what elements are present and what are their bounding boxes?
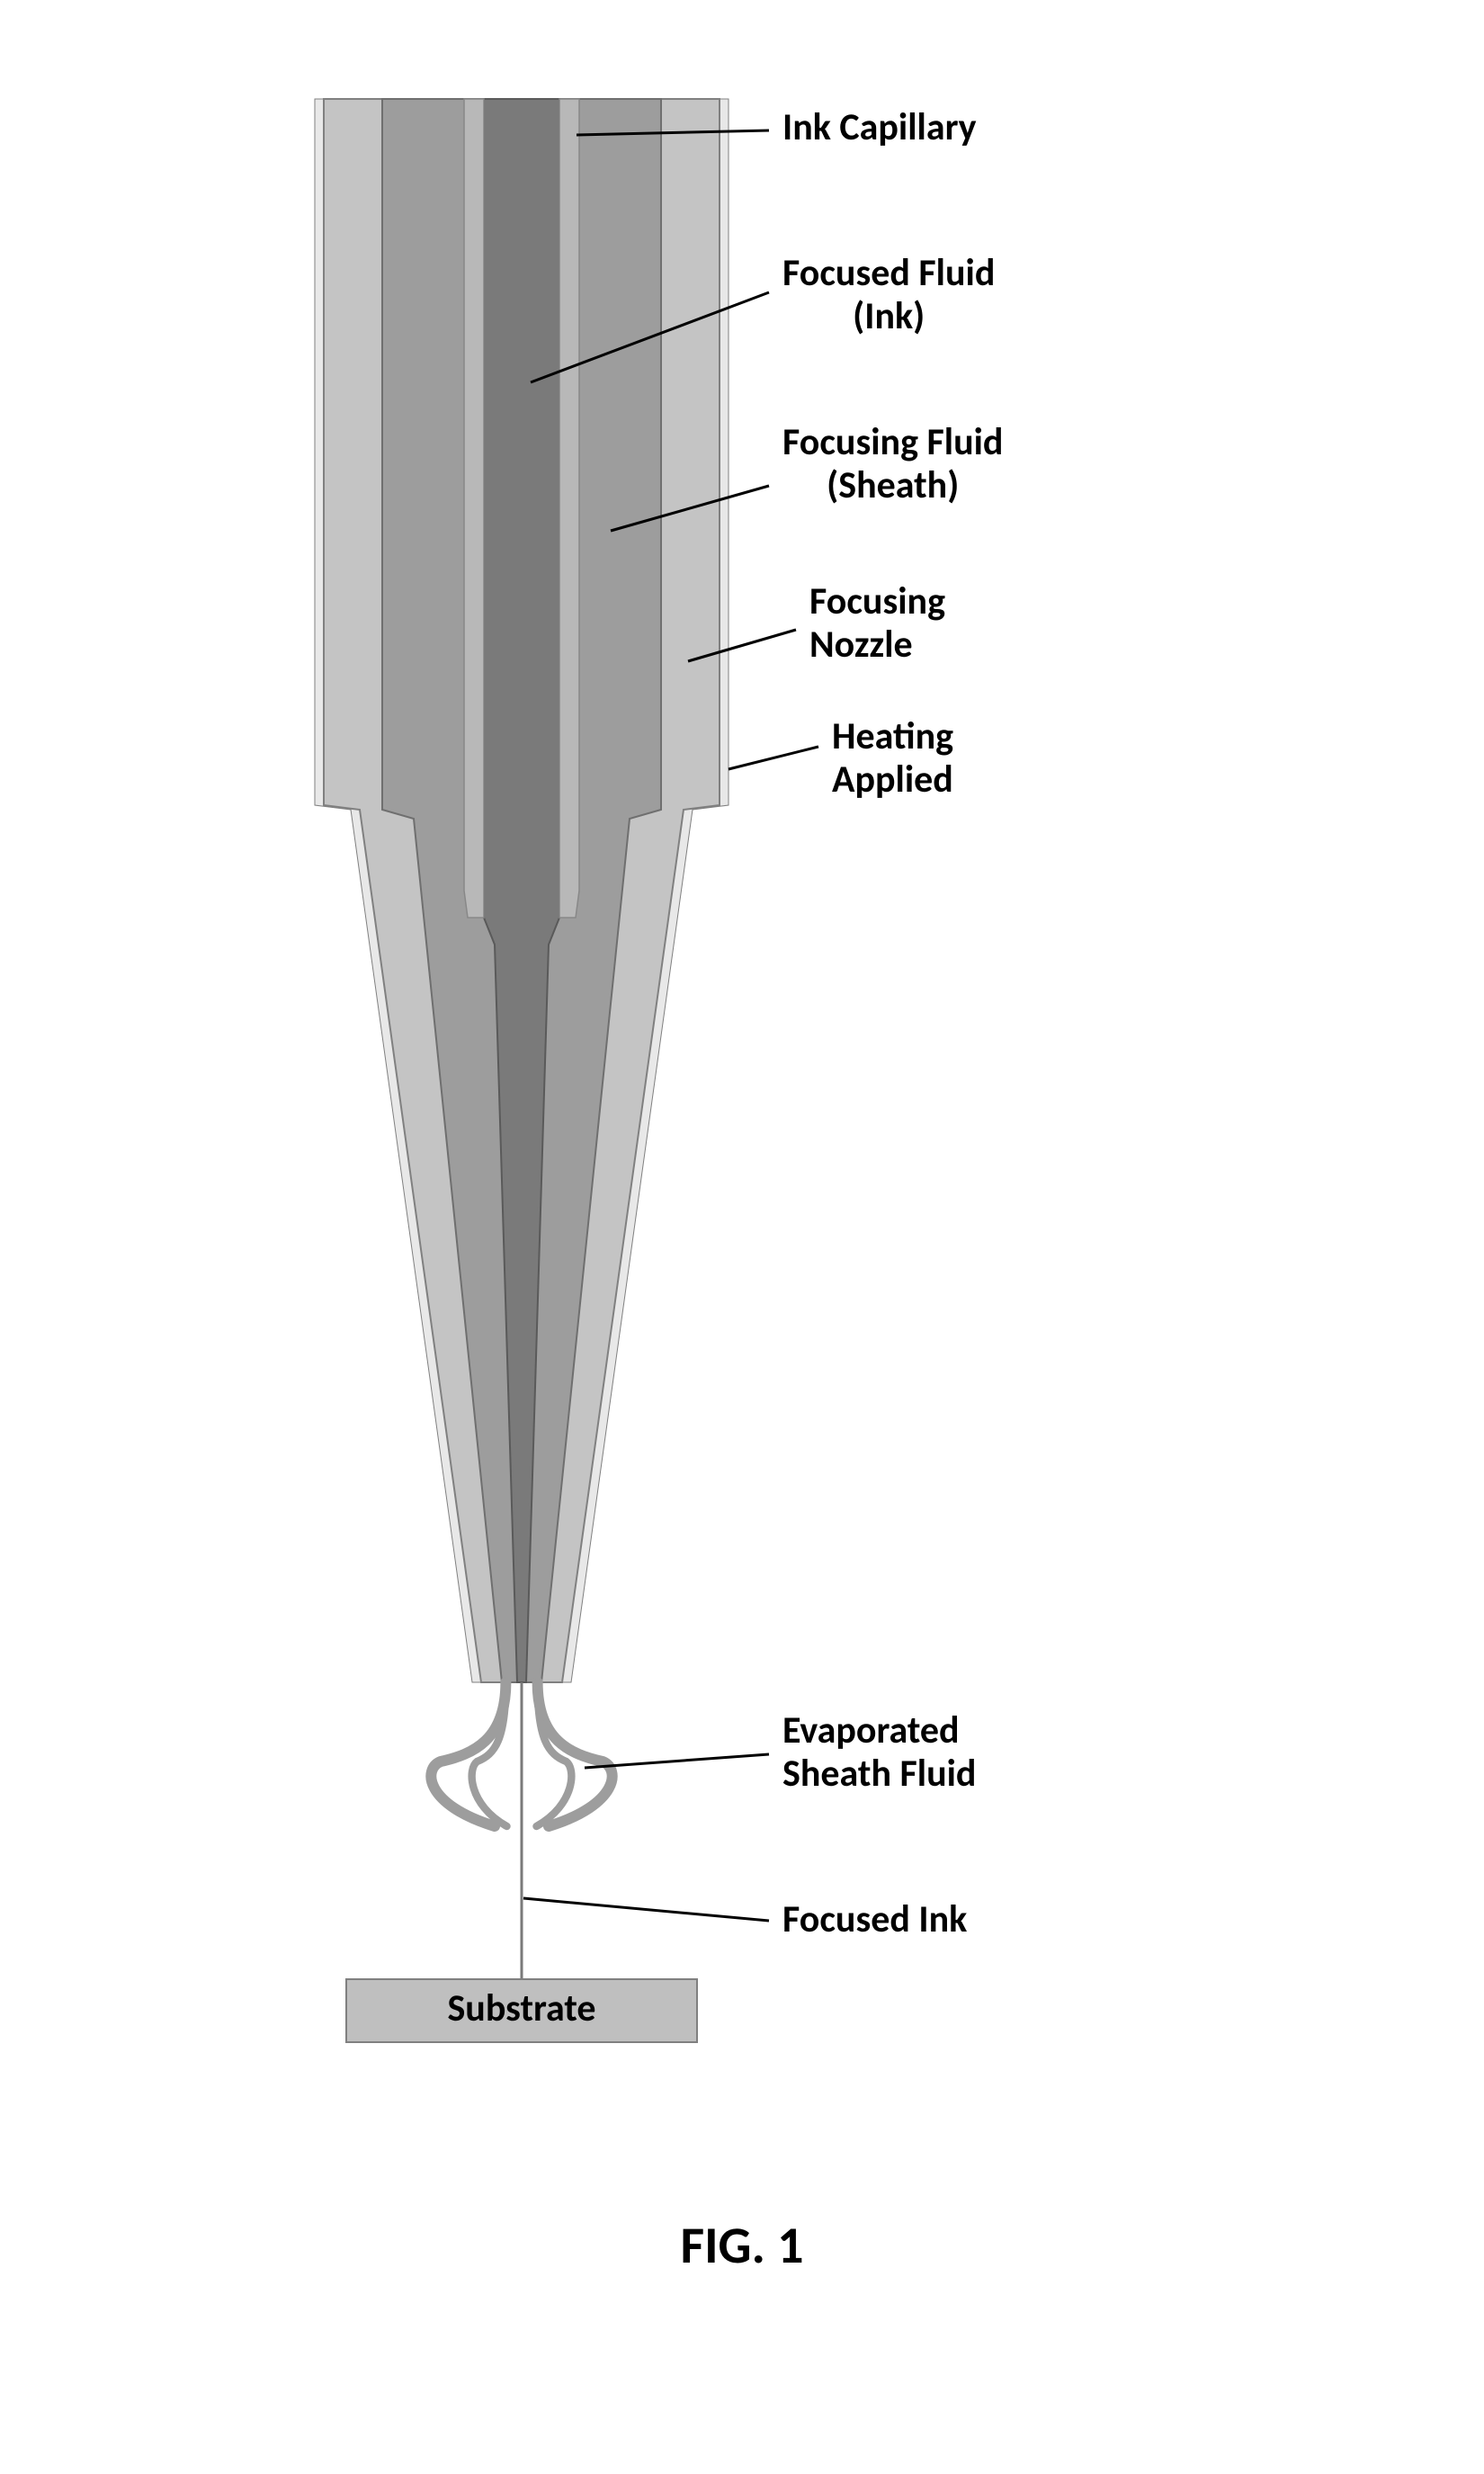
label-text: Applied: [832, 757, 953, 802]
figure-container: Ink Capillary Focused Fluid (Ink) Focusi…: [0, 0, 1484, 2474]
label-text: Sheath Fluid: [782, 1751, 976, 1797]
label-focusing-nozzle: Focusing Nozzle: [809, 580, 945, 668]
label-text: Evaporated: [782, 1708, 960, 1753]
ink-capillary-wall-left: [464, 99, 484, 918]
evaporated-sheath-curve: [472, 1682, 507, 1826]
label-ink-capillary: Ink Capillary: [782, 106, 977, 149]
evaporated-sheath-curve: [431, 1682, 505, 1826]
label-text: Focusing: [809, 578, 945, 624]
leader-focused-ink: [523, 1898, 769, 1921]
label-text: Substrate: [447, 1985, 595, 2031]
label-focused-ink: Focused Ink: [782, 1898, 967, 1941]
label-text: (Ink): [782, 295, 995, 338]
label-text: Focused Ink: [782, 1896, 967, 1942]
caption-text: FIG. 1: [680, 2213, 803, 2277]
label-focusing-fluid: Focusing Fluid (Sheath): [782, 421, 1003, 508]
nozzle-diagram: [0, 0, 1484, 2474]
ink-capillary-wall-right: [559, 99, 579, 918]
label-text: Focusing Fluid: [782, 419, 1003, 465]
leader-evaporated: [585, 1754, 769, 1768]
figure-caption: FIG. 1: [0, 2213, 1484, 2277]
label-focused-fluid: Focused Fluid (Ink): [782, 252, 995, 339]
label-text: Ink Capillary: [782, 104, 977, 150]
label-heating-applied: Heating Applied: [832, 715, 953, 802]
label-text: Nozzle: [809, 623, 913, 667]
evaporated-sheath-curve: [538, 1682, 612, 1826]
label-substrate: Substrate: [346, 1987, 697, 2030]
label-text: Focused Fluid: [782, 250, 995, 296]
label-text: Heating: [832, 713, 953, 759]
label-text: (Sheath): [782, 464, 1003, 507]
evaporated-sheath-curve: [537, 1682, 572, 1826]
leader-heating: [729, 747, 818, 769]
label-evaporated-sheath: Evaporated Sheath Fluid: [782, 1709, 976, 1797]
